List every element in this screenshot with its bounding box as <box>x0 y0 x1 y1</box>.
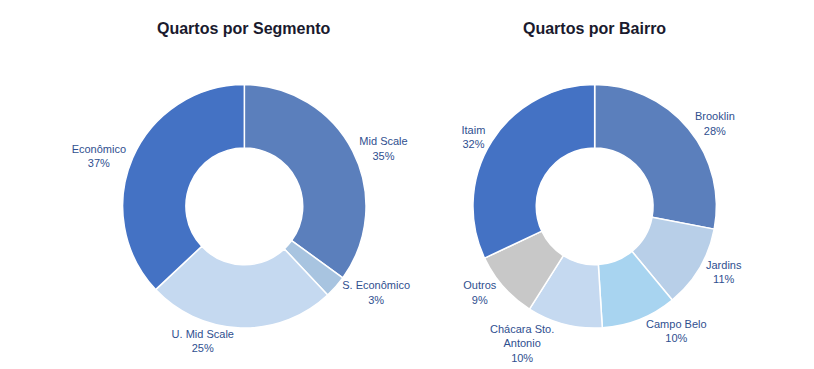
svg-text:Quartos por Bairro: Quartos por Bairro <box>523 20 666 37</box>
svg-text:Itaim32%: Itaim32% <box>462 124 486 150</box>
svg-text:Brooklin28%: Brooklin28% <box>695 110 735 136</box>
svg-text:Quartos por Segmento: Quartos por Segmento <box>157 20 331 37</box>
svg-text:U. Mid Scale25%: U. Mid Scale25% <box>172 328 234 354</box>
svg-text:Chácara Sto.Antonio10%: Chácara Sto.Antonio10% <box>490 323 554 364</box>
svg-text:Jardins11%: Jardins11% <box>706 259 742 285</box>
svg-text:S. Econômico3%: S. Econômico3% <box>342 279 410 305</box>
svg-text:Outros9%: Outros9% <box>463 279 497 305</box>
svg-text:Econômico37%: Econômico37% <box>72 143 126 169</box>
svg-text:Mid Scale35%: Mid Scale35% <box>359 135 407 161</box>
svg-text:Campo Belo10%: Campo Belo10% <box>646 318 707 344</box>
